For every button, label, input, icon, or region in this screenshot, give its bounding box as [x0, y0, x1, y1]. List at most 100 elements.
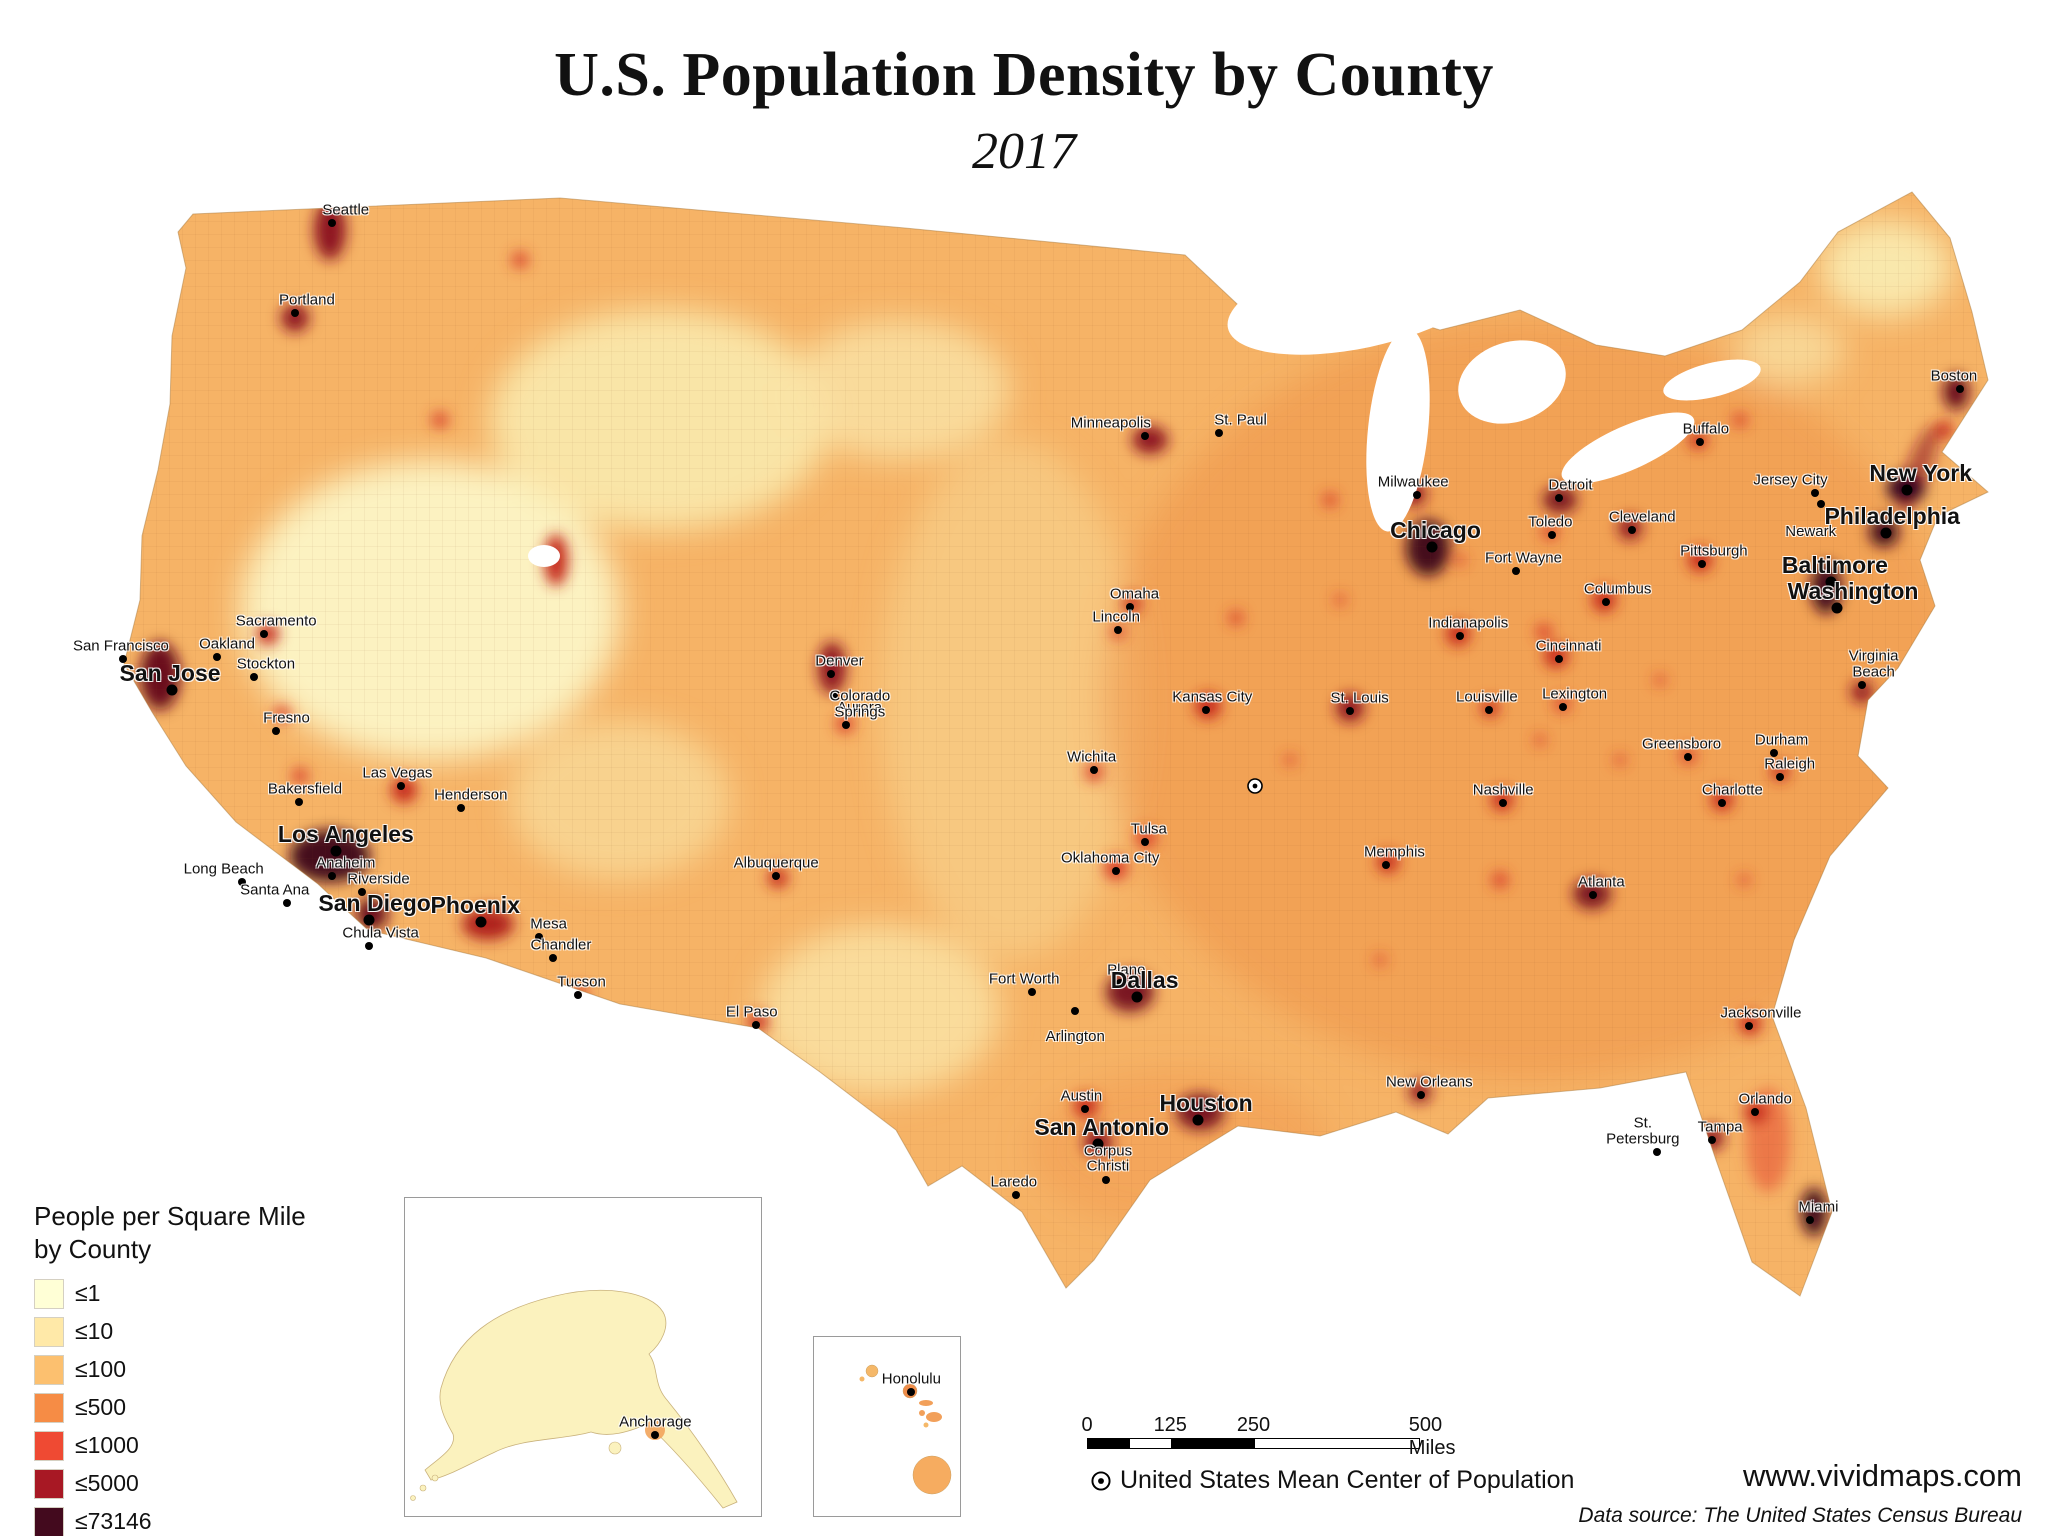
scale-tick-0: 0 — [1081, 1414, 1093, 1436]
city-label: Laredo — [990, 1173, 1038, 1191]
city-label: Baltimore — [1781, 552, 1888, 578]
city-label: Sacramento — [235, 612, 317, 630]
alaska-map — [410, 1289, 738, 1509]
city-dot — [456, 803, 465, 812]
alaska-silhouette — [424, 1289, 738, 1509]
city-dot — [363, 914, 375, 926]
scale-tick-125: 125 — [1153, 1414, 1187, 1436]
city-dot — [1806, 1215, 1815, 1224]
city-label: Wichita — [1067, 747, 1117, 765]
city-dot — [1112, 866, 1121, 875]
legend-swatch — [34, 1392, 64, 1423]
legend-item: ≤5000 — [34, 1468, 306, 1499]
city-dot — [1831, 602, 1843, 614]
city-dot — [573, 991, 582, 1000]
city-label: Virginia Beach — [1848, 647, 1899, 681]
city-label: Honolulu — [881, 1369, 941, 1387]
city-label: Fort Worth — [988, 970, 1060, 988]
legend-swatch — [34, 1278, 64, 1309]
city-label: Durham — [1754, 730, 1809, 748]
city-label: Phoenix — [430, 891, 520, 918]
city-dot — [1499, 799, 1508, 808]
page-subtitle: 2017 — [972, 123, 1076, 180]
city-label: Pittsburgh — [1680, 541, 1748, 559]
legend-item: ≤1000 — [34, 1430, 306, 1461]
city-dot — [327, 871, 336, 880]
legend-swatch — [34, 1316, 64, 1347]
city-dot — [534, 932, 543, 941]
city-dot — [1417, 1091, 1426, 1100]
city-label: Seattle — [322, 200, 370, 218]
data-source: Data source: The United States Census Bu… — [1578, 1504, 2022, 1527]
city-dot — [1751, 1108, 1760, 1117]
city-dot — [1089, 765, 1098, 774]
city-label: Tucson — [557, 973, 606, 991]
legend-swatch — [34, 1430, 64, 1461]
city-label: Boston — [1930, 366, 1978, 384]
mean-center-icon — [1247, 778, 1264, 795]
city-dot — [237, 877, 246, 886]
city-label: Henderson — [434, 786, 508, 804]
city-dot — [1101, 1175, 1110, 1184]
city-dot — [1652, 1148, 1661, 1156]
city-label: Raleigh — [1764, 755, 1816, 773]
scale-bar: 0 125 250 500 Miles — [1081, 1414, 1455, 1459]
city-label: Long Beach — [183, 859, 264, 877]
city-label: Santa Ana — [240, 881, 310, 899]
legend-swatch — [34, 1468, 64, 1499]
city-dot — [772, 871, 781, 880]
city-dot — [249, 673, 258, 682]
city-label: Oakland — [199, 635, 256, 653]
city-label: Minneapolis — [1070, 414, 1151, 432]
city-dot — [827, 670, 836, 679]
city-dot — [1345, 707, 1354, 716]
city-dot — [1484, 705, 1493, 714]
city-label: Aurora — [837, 698, 883, 716]
legend-label: ≤1000 — [75, 1432, 139, 1459]
city-label: Memphis — [1364, 843, 1425, 861]
city-label: Jersey City — [1753, 471, 1828, 489]
legend-label: ≤10 — [75, 1318, 114, 1345]
scale-tick-500: 500 Miles — [1408, 1414, 1456, 1459]
lake-erie — [1561, 412, 1695, 484]
city-label: Jacksonville — [1720, 1004, 1802, 1022]
legend-item: ≤500 — [34, 1392, 306, 1423]
city-dot — [260, 630, 269, 639]
city-label: Tulsa — [1130, 819, 1167, 837]
city-label: New Orleans — [1385, 1073, 1473, 1091]
city-label: Portland — [278, 291, 335, 309]
city-label: Mesa — [530, 915, 567, 933]
mean-center-note-text: United States Mean Center of Population — [1120, 1466, 1575, 1494]
city-label: Cincinnati — [1535, 637, 1602, 655]
city-dot — [282, 899, 291, 908]
city-label: New York — [1869, 459, 1973, 486]
city-dot — [364, 942, 373, 951]
city-label: Columbus — [1583, 580, 1652, 598]
city-dot — [1683, 753, 1692, 762]
city-dot — [1382, 860, 1391, 869]
city-label: Las Vegas — [362, 764, 433, 782]
city-label: Detroit — [1548, 475, 1593, 493]
city-dot — [1554, 654, 1563, 663]
city-dot — [1114, 625, 1123, 634]
legend-title: People per Square Mile by County — [34, 1201, 306, 1265]
city-dot — [1116, 979, 1125, 988]
legend-label: ≤73146 — [75, 1508, 152, 1535]
city-dot — [1697, 559, 1706, 568]
legend-label: ≤5000 — [75, 1470, 139, 1497]
city-label: Anaheim — [316, 853, 376, 871]
website-url: www.vividmaps.com — [1742, 1458, 2022, 1493]
city-dot — [1214, 429, 1223, 438]
city-label: Stockton — [236, 655, 296, 673]
mean-center-note: United States Mean Center of Population — [1090, 1466, 1574, 1495]
city-dot — [1140, 432, 1149, 441]
legend-items: ≤1 ≤10 ≤100 ≤500 ≤1000 ≤5000 ≤73146 — [34, 1278, 306, 1536]
city-label: Anchorage — [619, 1412, 692, 1430]
legend: People per Square Mile by County ≤1 ≤10 ≤1… — [34, 1200, 306, 1536]
city-label: Chicago — [1390, 516, 1481, 543]
city-label: Fort Wayne — [1485, 549, 1562, 567]
city-label: Chandler — [530, 936, 592, 954]
